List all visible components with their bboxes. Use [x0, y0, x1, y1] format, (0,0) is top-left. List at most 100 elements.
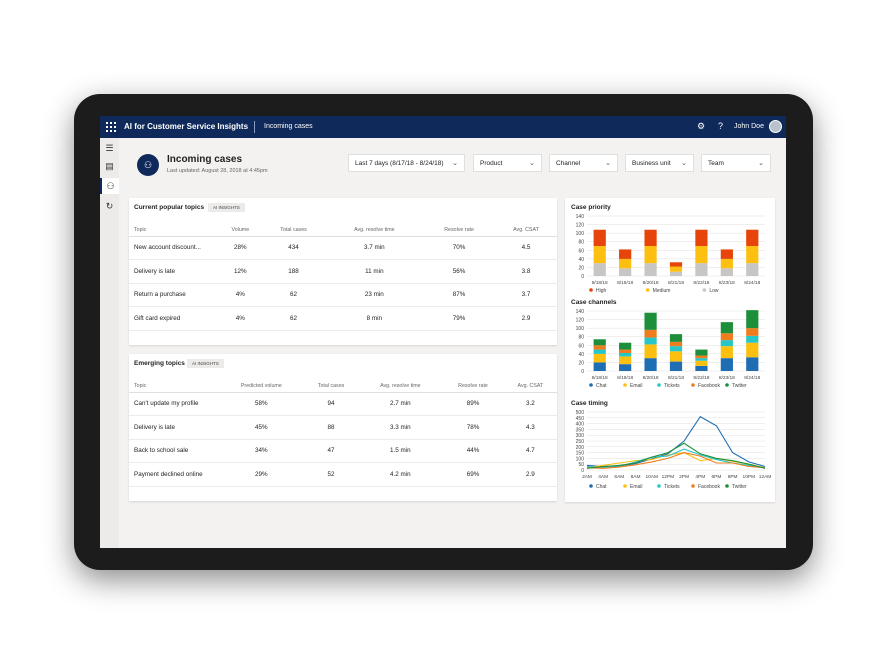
avatar[interactable] — [769, 120, 782, 133]
table-row[interactable]: Back to school sale 34% 47 1.5 min 44% 4… — [129, 439, 557, 463]
column-header[interactable]: Avg. resolve time — [325, 224, 424, 237]
bar — [644, 344, 657, 359]
left-nav: ☰ ▤ ⚇ ↻ — [100, 138, 119, 548]
bar — [746, 246, 759, 264]
table-header-row: Topic Volume Total cases Avg. resolve ti… — [129, 224, 557, 237]
bar — [619, 258, 632, 269]
bar — [746, 310, 759, 329]
top-bar: AI for Customer Service Insights Incomin… — [100, 116, 786, 138]
table-row[interactable]: Payment declined online 29% 52 4.2 min 6… — [129, 462, 557, 487]
predicted-volume-cell: 45% — [219, 415, 304, 440]
table-row[interactable]: New account discount... 28% 434 3.7 min … — [129, 236, 557, 260]
filter-label: Team — [708, 160, 724, 167]
table-row[interactable]: Gift card expired 4% 62 8 min 79% 2.9 — [129, 306, 557, 331]
bar — [746, 328, 759, 336]
y-tick-label: 80 — [578, 335, 584, 341]
bar — [695, 263, 708, 276]
table-row[interactable]: Return a purchase 4% 62 23 min 87% 3.7 — [129, 283, 557, 307]
charts-card: Case priority 0 20 40 60 80 100 120 140 8/18/18 8… — [565, 198, 775, 502]
header-person-icon: ⚇ — [137, 154, 159, 176]
title-divider — [254, 121, 255, 133]
column-header[interactable]: Avg. CSAT — [494, 224, 557, 237]
total-cases-cell: 94 — [303, 392, 359, 416]
bar — [644, 337, 657, 345]
bar — [720, 249, 733, 259]
legend-swatch — [691, 383, 695, 387]
bar — [644, 263, 657, 276]
column-header[interactable]: Volume — [219, 224, 262, 237]
y-tick-label: 100 — [576, 326, 585, 332]
bar — [695, 246, 708, 264]
legend-swatch — [589, 484, 593, 488]
bar — [619, 349, 632, 353]
legend-swatch — [645, 288, 650, 292]
app-title[interactable]: AI for Customer Service Insights — [124, 122, 249, 131]
business-unit-filter[interactable]: Business unit ⌄ — [625, 154, 694, 172]
last-updated: Last updated: August 28, 2018 at 4:45pm — [167, 168, 268, 174]
bar — [593, 246, 606, 264]
resolve-rate-cell: 78% — [442, 415, 504, 440]
column-header[interactable]: Predicted volume — [219, 380, 304, 393]
refresh-icon[interactable]: ↻ — [105, 201, 114, 211]
bar — [695, 365, 708, 371]
dashboard-icon[interactable]: ▤ — [105, 161, 114, 171]
chevron-down-icon: ⌄ — [605, 160, 611, 167]
column-header[interactable]: Avg. resolve time — [358, 380, 443, 393]
hamburger-icon[interactable]: ☰ — [105, 143, 114, 153]
topic-cell: Can't update my profile — [129, 392, 219, 416]
resolve-rate-cell: 56% — [423, 259, 495, 284]
table-row[interactable]: Delivery is late 45% 88 3.3 min 78% 4.3 — [129, 415, 557, 440]
team-filter[interactable]: Team ⌄ — [701, 154, 771, 172]
gear-icon[interactable]: ⚙ — [697, 121, 706, 131]
column-header[interactable]: Resolve rate — [423, 224, 495, 237]
resolve-rate-cell: 69% — [442, 462, 504, 487]
bar — [669, 361, 683, 371]
popular-topics-card: Current popular topics AI INSIGHTS Topic… — [129, 198, 557, 345]
y-tick-label: 80 — [578, 240, 584, 246]
bar — [644, 358, 657, 371]
resolve-time-cell: 2.7 min — [358, 392, 443, 416]
legend-label: Low — [709, 288, 719, 294]
bar — [619, 356, 632, 365]
y-tick-label: 40 — [578, 352, 584, 358]
predicted-volume-cell: 29% — [219, 462, 304, 487]
column-header[interactable]: Total cases — [261, 224, 326, 237]
person-icon[interactable]: ⚇ — [100, 178, 119, 194]
bar — [669, 271, 683, 276]
csat-cell: 3.7 — [494, 283, 557, 307]
help-icon[interactable]: ? — [718, 121, 724, 131]
column-header[interactable]: Total cases — [303, 380, 359, 393]
predicted-volume-cell: 58% — [219, 392, 304, 416]
y-tick-label: 120 — [576, 318, 585, 324]
date-range-filter[interactable]: Last 7 days (8/17/18 - 8/24/18) ⌄ — [348, 154, 465, 172]
ai-insights-badge: AI INSIGHTS — [208, 203, 245, 212]
main-content: ⚇ Incoming cases Last updated: August 28… — [119, 138, 786, 548]
case-channels-chart: 0 20 40 60 80 100 120 140 8/18/18 8/19/18 8/20/18 8… — [576, 309, 765, 389]
legend-swatch — [702, 288, 707, 292]
y-tick-label: 20 — [578, 265, 584, 271]
app-launcher-icon[interactable] — [106, 122, 116, 132]
emerging-topics-card: Emerging topics AI INSIGHTS Topic Predic… — [129, 354, 557, 501]
bar — [644, 329, 657, 338]
legend-swatch — [725, 383, 729, 387]
y-tick-label: 0 — [581, 274, 584, 280]
column-header[interactable]: Topic — [129, 380, 219, 393]
x-tick-label: 8/21/18 — [668, 375, 684, 381]
column-header[interactable]: Topic — [129, 224, 219, 237]
table-row[interactable]: Can't update my profile 58% 94 2.7 min 8… — [129, 392, 557, 416]
y-tick-label: 150 — [576, 451, 585, 457]
bar — [619, 364, 632, 371]
column-header[interactable]: Resolve rate — [442, 380, 504, 393]
chevron-down-icon: ⌄ — [452, 160, 458, 167]
series-line — [586, 442, 766, 469]
resolve-rate-cell: 87% — [423, 283, 495, 307]
user-name[interactable]: John Doe — [734, 123, 764, 130]
breadcrumb[interactable]: Incoming cases — [264, 123, 313, 130]
column-header[interactable]: Avg. CSAT — [503, 380, 557, 393]
y-tick-label: 140 — [576, 214, 585, 220]
table-row[interactable]: Delivery is late 12% 188 11 min 56% 3.8 — [129, 259, 557, 284]
legend-label: Medium — [653, 288, 671, 294]
total-cases-cell: 62 — [261, 283, 326, 307]
product-filter[interactable]: Product ⌄ — [473, 154, 542, 172]
channel-filter[interactable]: Channel ⌄ — [549, 154, 618, 172]
